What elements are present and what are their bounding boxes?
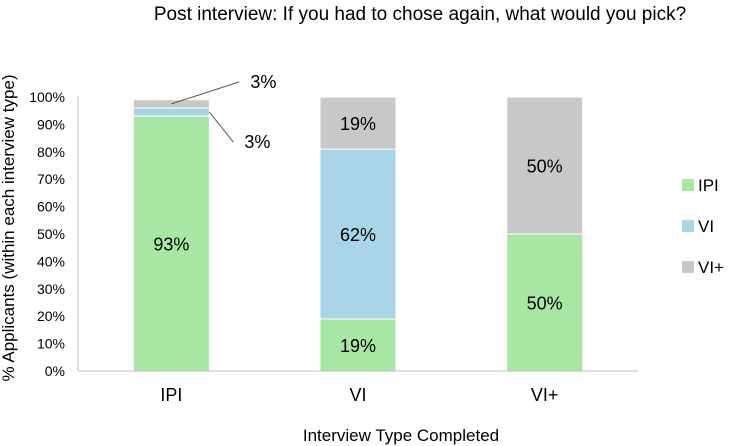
data-label: 50% [527,294,563,314]
y-axis-label: % Applicants (within each interview type… [0,74,18,381]
legend-swatch-vi-plus [682,261,694,273]
y-tick-label: 30% [37,281,65,297]
bar-segment-vi-ipi [132,107,210,117]
legend: IPI VI VI+ [682,176,724,277]
x-tick-label: VI+ [531,385,559,405]
legend-label-vi-plus: VI+ [698,258,724,277]
data-label: 3% [250,72,276,92]
y-tick-label: 0% [45,363,65,379]
x-tick-label: IPI [160,385,182,405]
y-tick-label: 10% [37,336,65,352]
y-tick-label: 60% [37,199,65,215]
legend-label-vi: VI [698,217,714,236]
callout-leader-line [208,111,234,143]
y-tick-label: 90% [37,116,65,132]
bars-layer [132,96,584,372]
bar-segment-vi-plus-vi [319,96,397,150]
bar-segment-ipi-ipi [132,115,210,372]
y-tick-label: 40% [37,253,65,269]
bar-segment-vi-vi [319,148,397,320]
y-tick-label: 20% [37,308,65,324]
legend-swatch-ipi [682,179,694,191]
y-axis: 0% 10% 20% 30% 40% 50% 60% 70% 80% 90% 100% [29,89,79,379]
bar-segment-vi-plus-vi-plus [506,96,584,235]
x-tick-label: VI [349,385,366,405]
legend-label-ipi: IPI [698,176,719,195]
chart-title: Post interview: If you had to chose agai… [154,4,686,25]
data-label: 19% [340,336,376,356]
y-tick-label: 70% [37,171,65,187]
data-label: 50% [527,157,563,177]
y-tick-label: 80% [37,144,65,160]
callout-leader-line [171,81,240,105]
bar-segment-ipi-vi [319,318,397,372]
data-label: 19% [340,114,376,134]
y-tick-label: 50% [37,226,65,242]
x-axis-label: Interview Type Completed [303,426,499,445]
x-axis: IPI VI VI+ [78,370,638,405]
data-label: 62% [340,225,376,245]
data-labels-layer: 93% 3% 3% 19% 62% 19% 50% 50% [153,72,562,356]
legend-swatch-vi [682,220,694,232]
y-tick-label: 100% [29,89,65,105]
data-label: 3% [244,132,270,152]
data-label: 93% [153,235,189,255]
